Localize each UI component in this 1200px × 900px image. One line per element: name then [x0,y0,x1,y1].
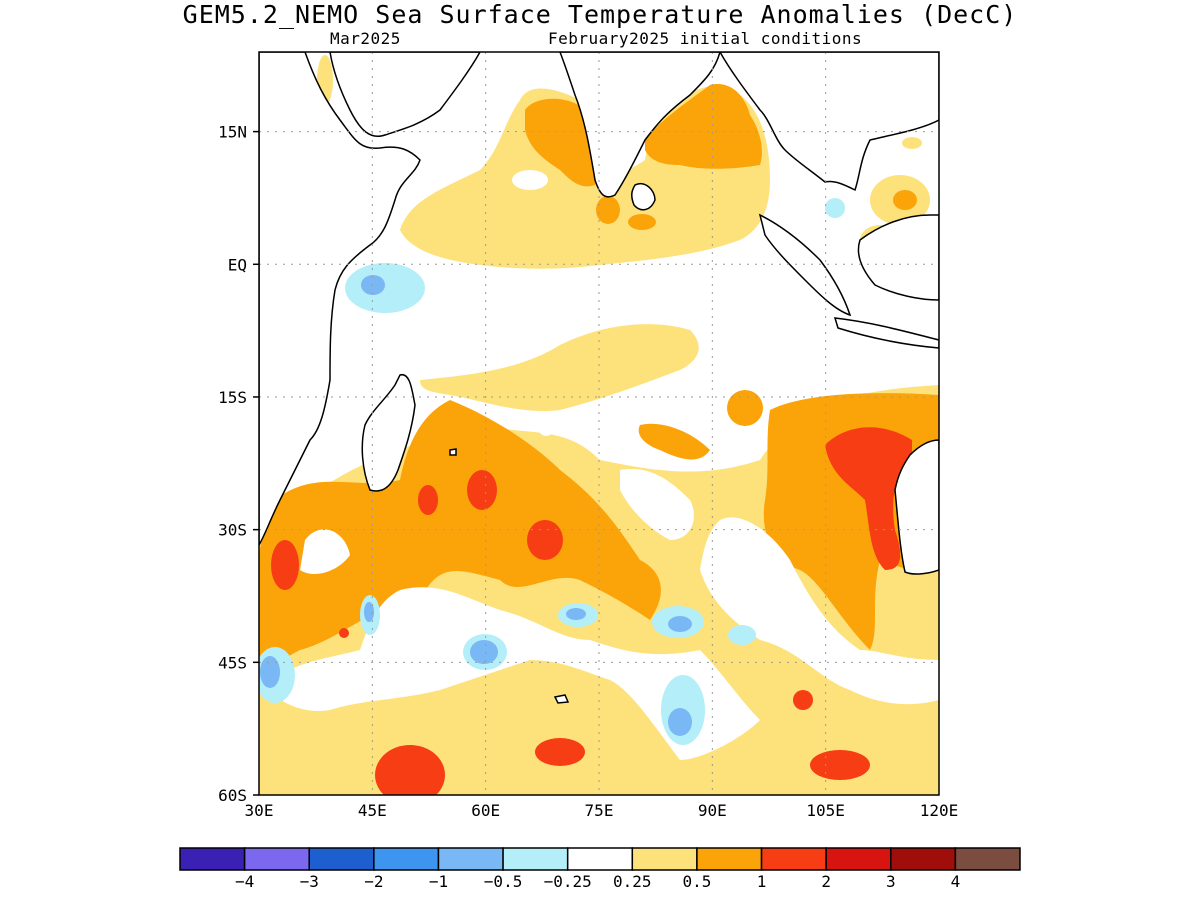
land-southeast-asia [719,52,939,192]
land-australia [894,439,939,575]
lat-tick-label: 30S [218,521,247,540]
colorbar-swatch [373,847,440,871]
anomaly-yellow-ne-3 [902,137,922,149]
land-africa [259,52,421,547]
anomaly-white-south-4 [620,469,694,540]
anomaly-blue-7 [260,656,280,688]
colorbar: −4 −3 −2 −1 −0.5 −0.25 0.25 0.5 1 2 3 4 [179,847,1021,891]
land-sumatra [758,213,852,317]
land-kerguelen [553,694,570,704]
anomaly-red-cell-2 [527,520,563,560]
colorbar-swatch [308,847,375,871]
land-arabia [329,52,481,137]
anomaly-blue-3 [470,640,498,664]
latitude-labels: 15N EQ 15S 30S 45S 60S [218,123,259,805]
lon-tick-label: 120E [920,801,959,820]
colorbar-label: −0.25 [544,872,592,891]
colorbar-label: 4 [951,872,961,891]
colorbar-swatch [760,847,827,871]
lat-tick-label: 15N [218,123,247,142]
anomaly-red-cell-9 [339,628,349,638]
anomaly-orange-cell-c [596,196,620,224]
lat-tick-label: 60S [218,786,247,805]
colorbar-label: 0.5 [682,872,711,891]
colorbar-swatch [890,847,957,871]
anomaly-blue-4 [668,708,692,736]
anomaly-blue-1 [566,608,586,620]
anomaly-white-south-2 [700,517,939,705]
land-madagascar [361,374,416,492]
land-india [559,52,721,198]
anomaly-orange-north-1 [525,98,597,187]
colorbar-label: −2 [364,872,383,891]
anomaly-yellow-tongue [420,324,699,412]
anomaly-lightblue-eq [345,263,425,313]
initial-conditions-label: February2025 initial conditions [548,29,863,48]
colorbar-swatch [243,847,310,871]
longitude-labels: 30E 45E 60E 75E 90E 105E 120E [245,801,959,820]
anomaly-red-cell-4 [271,540,299,590]
anomaly-white-south-6 [599,416,626,449]
colorbar-label: −1 [429,872,448,891]
anomaly-orange-central [259,400,661,675]
colorbar-swatch [179,847,246,871]
colorbar-label: 1 [757,872,767,891]
lon-tick-label: 105E [806,801,845,820]
colorbar-label: 3 [886,872,896,891]
colorbar-swatch [696,847,763,871]
anomaly-red-east [825,427,912,570]
colorbar-swatch [954,847,1021,871]
anomaly-red-cell-1 [467,470,497,510]
lon-tick-label: 90E [698,801,727,820]
anomaly-blue-eq [361,275,385,295]
anomaly-blue-6 [364,602,374,622]
forecast-month: Mar2025 [330,29,401,48]
anomaly-blue-2 [668,616,692,632]
lon-tick-label: 75E [585,801,614,820]
lat-tick-label: 15S [218,388,247,407]
colorbar-label: 0.25 [613,872,652,891]
anomaly-orange-cell-a [727,390,763,426]
anomaly-red-cell-8 [793,690,813,710]
land-sri-lanka [631,183,656,211]
anomaly-orange-cell-b [638,423,710,460]
plot-frame [258,51,940,796]
colorbar-label: −4 [235,872,254,891]
anomaly-orange-north-2 [645,84,762,169]
map-gridlines [259,52,939,795]
lat-tick-label: 45S [218,653,247,672]
colorbar-swatch [631,847,698,871]
colorbar-swatch [502,847,569,871]
anomaly-red-cell-7 [810,750,870,780]
lon-tick-label: 60E [471,801,500,820]
anomaly-red-cell-3 [418,485,438,515]
colorbar-swatch [825,847,892,871]
map-title: GEM5.2_NEMO Sea Surface Temperature Anom… [182,0,1018,29]
lat-tick-label: EQ [228,255,247,274]
colorbar-swatch [566,847,634,871]
land-mauritius [449,448,457,456]
anomaly-white-south-1 [265,587,760,760]
anomaly-white-north [512,170,548,190]
colorbar-label: −0.5 [484,872,523,891]
anomaly-lightblue-ne-2 [825,198,845,218]
coastlines [259,52,939,704]
colorbar-swatch [437,847,504,871]
land-borneo [857,214,939,301]
anomaly-white-south-3 [300,529,350,575]
anomaly-orange-ne [893,190,917,210]
anomaly-orange-cell-d [628,214,656,230]
lon-tick-label: 45E [358,801,387,820]
anomaly-lightblue-5 [728,625,756,645]
colorbar-label: 2 [821,872,831,891]
lon-tick-label: 30E [245,801,274,820]
colorbar-label: −3 [300,872,319,891]
land-java [833,317,939,349]
anomaly-red-cell-5 [375,745,445,795]
anomaly-red-cell-6 [535,738,585,766]
